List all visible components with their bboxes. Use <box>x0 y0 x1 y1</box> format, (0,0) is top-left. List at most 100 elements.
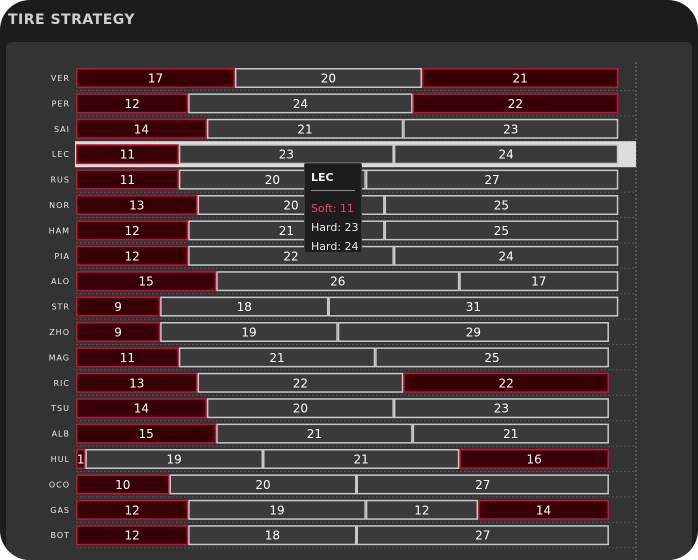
stint-label-zho-3: 29 <box>466 326 481 340</box>
driver-label-rus: RUS <box>51 176 71 185</box>
stint-bar-ver-1 <box>76 68 235 88</box>
stint-label-oco-1: 10 <box>115 478 130 492</box>
stint-bar-str-1 <box>76 296 161 317</box>
stint-label-ver-3: 21 <box>512 72 527 86</box>
stint-bar-alb-2 <box>216 423 413 444</box>
stint-label-alb-3: 21 <box>503 427 518 441</box>
stint-label-oco-3: 27 <box>475 478 490 492</box>
tooltip-driver: LEC <box>311 171 334 184</box>
stint-label-pia-2: 22 <box>283 249 298 263</box>
stint-label-gas-3: 12 <box>414 503 429 517</box>
driver-label-per: PER <box>52 99 70 108</box>
stint-label-tsu-2: 20 <box>293 402 308 416</box>
stint-bar-pia-1 <box>76 245 189 266</box>
stint-bar-rus-1 <box>76 169 179 190</box>
stint-label-ver-1: 17 <box>148 72 163 86</box>
stint-label-zho-2: 19 <box>241 326 256 340</box>
stint-label-per-3: 22 <box>508 97 523 111</box>
driver-label-ric: RIC <box>53 379 70 388</box>
stint-label-sai-2: 21 <box>297 122 312 136</box>
stint-label-alo-3: 17 <box>531 275 546 289</box>
stint-bar-oco-2 <box>169 474 357 495</box>
stint-bar-gas-2 <box>188 499 366 520</box>
driver-label-zho: ZHO <box>49 328 70 337</box>
driver-label-nor: NOR <box>49 201 70 210</box>
stint-bar-mag-1 <box>76 347 179 368</box>
driver-label-ham: HAM <box>49 226 70 235</box>
chart-tooltip: LEC Soft: 11 Hard: 23 Hard: 24 <box>304 163 362 253</box>
stint-label-ver-2: 20 <box>321 72 336 86</box>
driver-label-lec: LEC <box>52 150 70 159</box>
stint-bar-nor-1 <box>76 195 198 215</box>
stint-label-str-2: 18 <box>237 300 252 314</box>
stint-bar-rus-3 <box>365 169 619 190</box>
stint-bar-sai-2 <box>206 118 404 139</box>
stint-label-rus-2: 20 <box>265 173 280 187</box>
stint-label-nor-2: 20 <box>283 199 298 213</box>
stint-bar-per-3 <box>412 93 619 114</box>
driver-label-alb: ALB <box>52 430 70 439</box>
stint-bar-lec-2 <box>178 144 394 165</box>
stint-label-sai-3: 23 <box>503 122 518 136</box>
stint-bar-tsu-3 <box>393 398 609 419</box>
stint-bar-lec-3 <box>393 144 619 165</box>
stint-label-bot-1: 12 <box>124 529 139 543</box>
stint-label-nor-1: 13 <box>129 199 144 213</box>
tooltip-line-1: Soft: 11 <box>311 202 354 215</box>
stint-label-ric-1: 13 <box>129 376 144 390</box>
tooltip-line-3: Hard: 24 <box>311 240 359 253</box>
stint-bar-zho-3 <box>337 322 609 342</box>
stint-bar-nor-3 <box>384 195 619 215</box>
stint-label-hul-2: 19 <box>167 453 182 467</box>
stint-label-rus-3: 27 <box>484 173 499 187</box>
stint-label-mag-3: 25 <box>484 351 499 365</box>
stint-bar-sai-3 <box>403 118 619 139</box>
stint-label-oco-2: 20 <box>255 478 270 492</box>
stint-bar-alo-2 <box>216 271 460 292</box>
stint-label-alb-2: 21 <box>307 427 322 441</box>
stint-label-str-3: 31 <box>466 300 481 314</box>
stint-bar-tsu-2 <box>206 398 394 419</box>
stint-bar-ric-1 <box>76 372 198 393</box>
stint-bar-gas-3 <box>365 499 479 520</box>
stint-label-gas-2: 19 <box>269 503 284 517</box>
stint-label-sai-1: 14 <box>134 122 149 136</box>
stint-bar-per-1 <box>76 93 189 114</box>
stint-bar-mag-3 <box>375 347 609 368</box>
driver-label-pia: PIA <box>54 252 70 261</box>
stint-bar-sai-1 <box>76 118 207 139</box>
stint-label-hul-4: 16 <box>527 453 542 467</box>
stint-bar-ric-2 <box>197 372 404 393</box>
driver-label-alo: ALO <box>51 277 70 286</box>
stint-label-bot-2: 18 <box>265 529 280 543</box>
stint-label-zho-1: 9 <box>114 326 122 340</box>
tooltip-line-2: Hard: 23 <box>311 221 359 234</box>
stint-label-per-1: 12 <box>124 97 139 111</box>
stint-label-mag-2: 21 <box>269 351 284 365</box>
driver-label-tsu: TSU <box>50 404 70 413</box>
stint-label-ham-2: 21 <box>279 224 294 238</box>
driver-label-gas: GAS <box>50 506 70 515</box>
stint-bar-ham-1 <box>76 220 189 241</box>
stint-label-bot-3: 27 <box>475 529 490 543</box>
stint-bar-hul-2 <box>85 449 263 469</box>
driver-label-hul: HUL <box>51 455 70 464</box>
stint-bar-alb-1 <box>76 423 217 444</box>
stint-label-hul-3: 21 <box>354 453 369 467</box>
stint-bar-per-2 <box>188 93 413 114</box>
stint-bar-alo-1 <box>76 271 217 292</box>
stint-bar-zho-1 <box>76 322 161 342</box>
stint-label-pia-3: 24 <box>498 249 513 263</box>
stint-bar-gas-1 <box>76 499 189 520</box>
stint-bar-gas-4 <box>478 499 609 520</box>
driver-label-oco: OCO <box>49 480 70 489</box>
stint-label-ham-1: 12 <box>124 224 139 238</box>
stint-bar-zho-2 <box>160 322 338 342</box>
stint-label-lec-2: 23 <box>279 148 294 162</box>
stint-label-lec-1: 11 <box>120 148 135 162</box>
stint-bar-alb-3 <box>412 423 609 444</box>
stint-bar-lec-1 <box>76 144 179 165</box>
stint-label-alo-2: 26 <box>330 275 345 289</box>
stint-bar-ham-3 <box>384 220 619 241</box>
